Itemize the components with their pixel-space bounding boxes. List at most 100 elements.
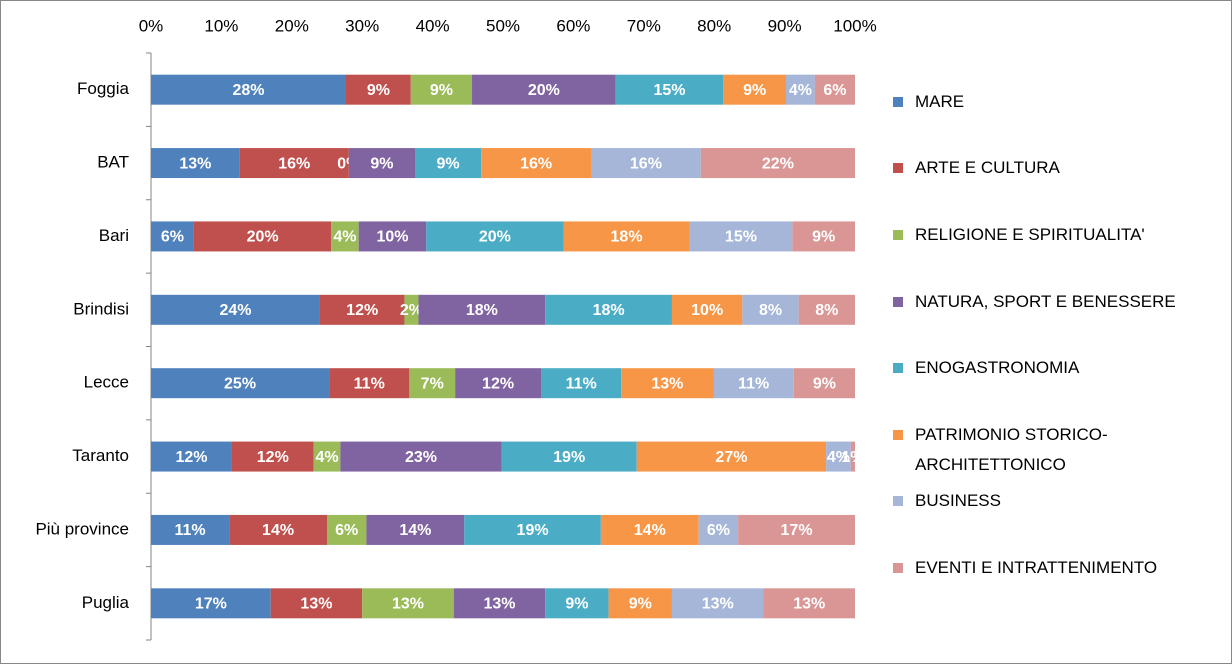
data-label: 9% [370, 155, 393, 172]
data-label: 13% [483, 596, 515, 613]
bar-segment [850, 441, 855, 472]
bar-segment [319, 294, 405, 325]
legend-swatch [893, 363, 903, 373]
legend-swatch [893, 563, 903, 573]
data-label: 25% [224, 375, 256, 392]
data-label: 11% [566, 375, 597, 392]
legend-item: EVENTI E INTRATTENIMENTO [890, 553, 1195, 583]
data-label: 10% [376, 229, 408, 246]
data-label: 18% [466, 302, 498, 319]
bar-segment [591, 148, 701, 179]
data-label: 13% [300, 596, 332, 613]
bar-segment [229, 514, 327, 545]
data-label: 13% [793, 596, 825, 613]
bar-segment [501, 441, 637, 472]
data-label: 11% [175, 522, 206, 539]
bar-segment [151, 514, 230, 545]
legend-label: PATRIMONIO STORICO-ARCHITETTONICO [915, 425, 1108, 474]
bar-segment [151, 221, 194, 252]
data-label: 13% [179, 155, 211, 172]
data-label: 8% [759, 302, 782, 319]
data-label: 6% [161, 229, 184, 246]
data-label: 4% [827, 449, 850, 466]
y-tick-label: Foggia [77, 79, 130, 98]
bar-segment [636, 441, 827, 472]
data-label: 17% [195, 596, 227, 613]
x-tick-label: 80% [697, 16, 731, 35]
bar-segment [270, 588, 363, 619]
y-tick-label: BAT [97, 153, 129, 172]
bar-segment [362, 588, 454, 619]
legend-label: RELIGIONE E SPIRITUALITA' [915, 225, 1145, 244]
bar-segment [723, 74, 787, 105]
y-tick-label: Brindisi [73, 299, 129, 318]
bar-segment [792, 221, 855, 252]
bar-segment [621, 368, 714, 399]
bar-segment [410, 74, 473, 105]
bar-segment [193, 221, 332, 252]
bar-segment [742, 294, 799, 325]
legend-swatch [893, 297, 903, 307]
bar-segment [358, 221, 427, 252]
data-label: 16% [278, 155, 310, 172]
data-label: 22% [762, 155, 794, 172]
data-label: 6% [823, 82, 846, 99]
bar-segment [671, 588, 764, 619]
data-label: 9% [629, 596, 652, 613]
data-label: 4% [333, 229, 356, 246]
legend-label: ENOGASTRONOMIA [915, 358, 1080, 377]
data-label: 20% [247, 229, 279, 246]
bar-segment [738, 514, 855, 545]
data-label: 9% [813, 375, 836, 392]
data-label: 4% [789, 82, 812, 99]
bar-segment [151, 74, 347, 105]
x-tick-label: 90% [768, 16, 802, 35]
data-label: 1% [841, 449, 864, 466]
bar-segment [151, 588, 271, 619]
data-label: 7% [421, 375, 444, 392]
legend-item: PATRIMONIO STORICO-ARCHITETTONICO [890, 420, 1155, 480]
bar-segment [151, 294, 320, 325]
bar-segment [327, 514, 367, 545]
bar-segment [426, 221, 564, 252]
data-label: 9% [812, 229, 835, 246]
legend-item: BUSINESS [890, 486, 1195, 516]
bar-segment [608, 588, 672, 619]
bar-segment [409, 368, 456, 399]
data-label: 10% [691, 302, 723, 319]
bar-segment [793, 368, 855, 399]
y-tick-label: Bari [99, 226, 129, 245]
legend-label: BUSINESS [915, 491, 1001, 510]
data-label: 12% [175, 449, 207, 466]
data-label: 13% [702, 596, 734, 613]
data-label: 20% [479, 229, 511, 246]
legend-item: RELIGIONE E SPIRITUALITA' [890, 220, 1195, 250]
bar-segment [455, 368, 542, 399]
bar-segment [464, 514, 601, 545]
legend-label: ARTE E CULTURA [915, 158, 1060, 177]
data-label: 12% [346, 302, 378, 319]
bar-segment [239, 148, 349, 179]
bar-segment [366, 514, 465, 545]
bar-segment [348, 148, 415, 179]
legend-item: MARE [890, 87, 1195, 117]
legend-item: ENOGASTRONOMIA [890, 353, 1195, 383]
data-label: 28% [232, 82, 264, 99]
data-label: 19% [553, 449, 585, 466]
bar-segment [798, 294, 855, 325]
legend-swatch [893, 163, 903, 173]
data-label: 9% [430, 82, 453, 99]
data-label: 14% [634, 522, 666, 539]
bar-segment [814, 74, 855, 105]
data-label: 6% [707, 522, 730, 539]
bar-segment [481, 148, 591, 179]
bar-segment [700, 148, 855, 179]
bar-segment [713, 368, 794, 399]
legend-item: NATURA, SPORT E BENESSERE [890, 287, 1195, 317]
bar-segment [615, 74, 724, 105]
bar-segment [453, 588, 546, 619]
data-label: 8% [815, 302, 838, 319]
